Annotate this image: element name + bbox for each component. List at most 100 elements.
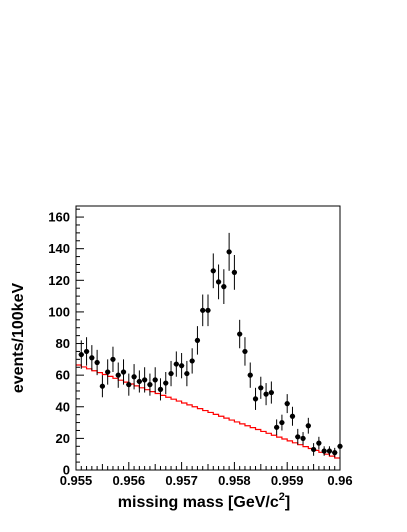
data-marker — [136, 378, 142, 385]
data-marker — [115, 372, 121, 378]
data-marker — [105, 369, 111, 375]
data-point — [126, 373, 132, 396]
data-point — [152, 367, 158, 393]
data-marker — [226, 249, 232, 255]
data-marker — [173, 361, 179, 367]
data-point — [194, 326, 201, 355]
data-point — [231, 255, 237, 290]
data-point — [279, 414, 285, 431]
data-point — [258, 376, 264, 399]
x-tick-label: 0.956 — [113, 473, 146, 488]
data-marker — [99, 383, 105, 389]
data-marker — [131, 374, 137, 380]
y-tick-label: 140 — [48, 241, 70, 256]
data-marker — [305, 423, 311, 429]
data-marker — [89, 355, 95, 361]
data-point — [115, 362, 121, 388]
data-point — [147, 373, 153, 396]
data-point — [289, 406, 296, 426]
x-axis-title-main: missing mass [GeV/c — [118, 494, 279, 511]
data-marker — [205, 307, 211, 313]
data-point — [105, 359, 111, 385]
x-tick-label: 0.959 — [271, 473, 304, 488]
data-marker — [168, 370, 174, 377]
data-marker — [300, 435, 306, 441]
fit-curve — [76, 364, 340, 459]
data-point — [311, 443, 317, 456]
data-marker — [189, 358, 195, 364]
data-point — [94, 349, 100, 376]
data-marker — [157, 386, 164, 392]
data-marker — [147, 382, 153, 388]
x-tick-label: 0.958 — [218, 473, 251, 488]
data-marker — [311, 446, 317, 453]
data-point — [168, 360, 174, 387]
x-tick-label: 0.957 — [165, 473, 198, 488]
data-marker — [163, 380, 169, 386]
x-axis-title-end: ] — [285, 494, 290, 511]
data-marker — [258, 385, 264, 391]
data-point — [268, 381, 274, 404]
data-point — [316, 436, 322, 450]
data-point — [252, 387, 259, 410]
data-marker — [200, 307, 206, 313]
y-tick-label: 160 — [48, 210, 70, 225]
y-tick-label: 120 — [48, 273, 70, 288]
x-tick-label: 0.96 — [327, 473, 352, 488]
data-marker — [184, 370, 190, 377]
data-marker — [263, 391, 269, 397]
data-marker — [316, 440, 322, 446]
data-point — [247, 362, 253, 388]
data-point — [300, 432, 306, 445]
data-point — [189, 348, 195, 374]
data-point — [131, 364, 137, 390]
data-marker — [231, 269, 237, 275]
y-tick-label: 40 — [56, 399, 70, 414]
data-point — [142, 367, 148, 393]
data-point — [136, 370, 142, 393]
data-point — [221, 269, 227, 305]
data-marker — [142, 377, 148, 383]
data-marker — [237, 331, 243, 337]
data-marker — [289, 413, 296, 419]
data-point — [274, 419, 280, 436]
data-point — [120, 359, 127, 385]
data-marker — [179, 363, 185, 369]
axis-ticks-layer: 0.955 0.956 0.957 0.958 0.959 0.96 0 20 40 60 80 10… — [48, 208, 353, 488]
data-point — [205, 294, 211, 327]
y-tick-label: 80 — [56, 336, 70, 351]
y-tick-label: 100 — [48, 304, 70, 319]
data-marker — [252, 396, 259, 402]
data-marker — [326, 448, 333, 454]
data-marker — [215, 279, 222, 285]
data-marker — [210, 268, 216, 274]
data-marker — [221, 284, 227, 290]
y-axis-title: events/100keV — [10, 283, 27, 394]
data-marker — [279, 419, 285, 426]
plot-frame — [75, 205, 341, 471]
y-tick-label: 20 — [56, 431, 70, 446]
data-marker — [242, 348, 248, 355]
data-marker — [110, 356, 116, 362]
data-point — [200, 294, 206, 327]
data-marker — [194, 337, 201, 343]
data-marker — [152, 377, 158, 383]
data-point — [99, 375, 105, 398]
data-marker — [94, 359, 100, 366]
x-axis-title: missing mass [GeV/c2] — [118, 491, 290, 511]
data-point — [110, 346, 116, 372]
data-marker — [126, 382, 132, 388]
data-point — [89, 345, 95, 371]
data-point — [184, 360, 190, 387]
data-point — [157, 378, 164, 401]
y-tick-label: 0 — [63, 463, 70, 478]
data-point — [210, 253, 216, 289]
data-point — [179, 353, 185, 379]
data-points-layer — [78, 232, 343, 458]
data-marker — [295, 434, 301, 440]
data-marker — [274, 424, 280, 430]
data-point — [263, 383, 269, 406]
data-point — [305, 417, 311, 434]
